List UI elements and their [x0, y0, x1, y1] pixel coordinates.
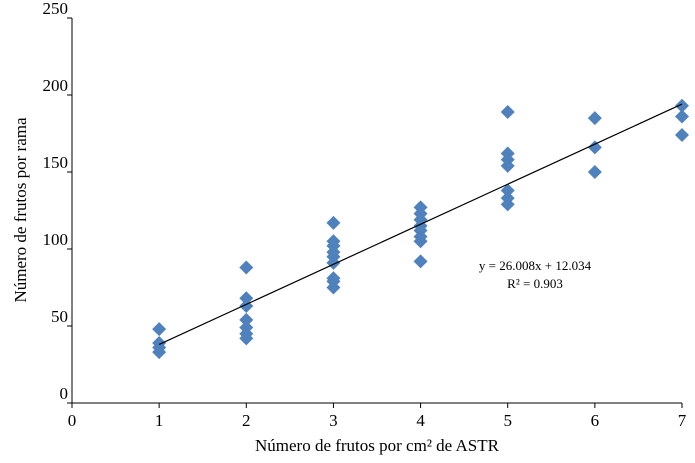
point: [500, 183, 515, 198]
y-tick-label: 50: [51, 307, 68, 326]
y-tick-label: 150: [43, 153, 69, 172]
y-tick-label: 250: [43, 0, 69, 18]
y-tick-label: 0: [60, 384, 69, 403]
x-tick-label: 0: [68, 411, 77, 430]
point: [587, 140, 602, 155]
point: [239, 291, 254, 306]
trend-equation: y = 26.008x + 12.034: [479, 258, 592, 273]
point: [587, 111, 602, 126]
x-axis-title: Número de frutos por cm² de ASTR: [255, 436, 500, 455]
point: [675, 98, 689, 113]
point: [326, 215, 341, 230]
point: [675, 128, 689, 143]
point: [500, 104, 515, 119]
point: [500, 158, 515, 173]
point: [326, 280, 341, 295]
y-tick-label: 100: [43, 230, 69, 249]
point: [413, 254, 428, 269]
x-tick-label: 4: [416, 411, 425, 430]
x-tick-label: 3: [329, 411, 338, 430]
point: [152, 322, 167, 337]
y-axis-title: Número de frutos por rama: [11, 117, 30, 303]
trend-r2: R² = 0.903: [507, 276, 563, 291]
y-tick-label: 200: [43, 76, 69, 95]
x-tick-label: 2: [242, 411, 251, 430]
point: [239, 331, 254, 346]
trendline: [158, 103, 683, 345]
point: [413, 234, 428, 249]
x-tick-label: 1: [155, 411, 164, 430]
point: [675, 109, 689, 124]
point: [239, 260, 254, 275]
point: [587, 165, 602, 179]
x-tick-label: 7: [678, 411, 687, 430]
point: [500, 197, 515, 212]
x-tick-label: 5: [503, 411, 512, 430]
point: [152, 345, 167, 360]
x-tick-label: 6: [591, 411, 600, 430]
point: [239, 312, 254, 327]
